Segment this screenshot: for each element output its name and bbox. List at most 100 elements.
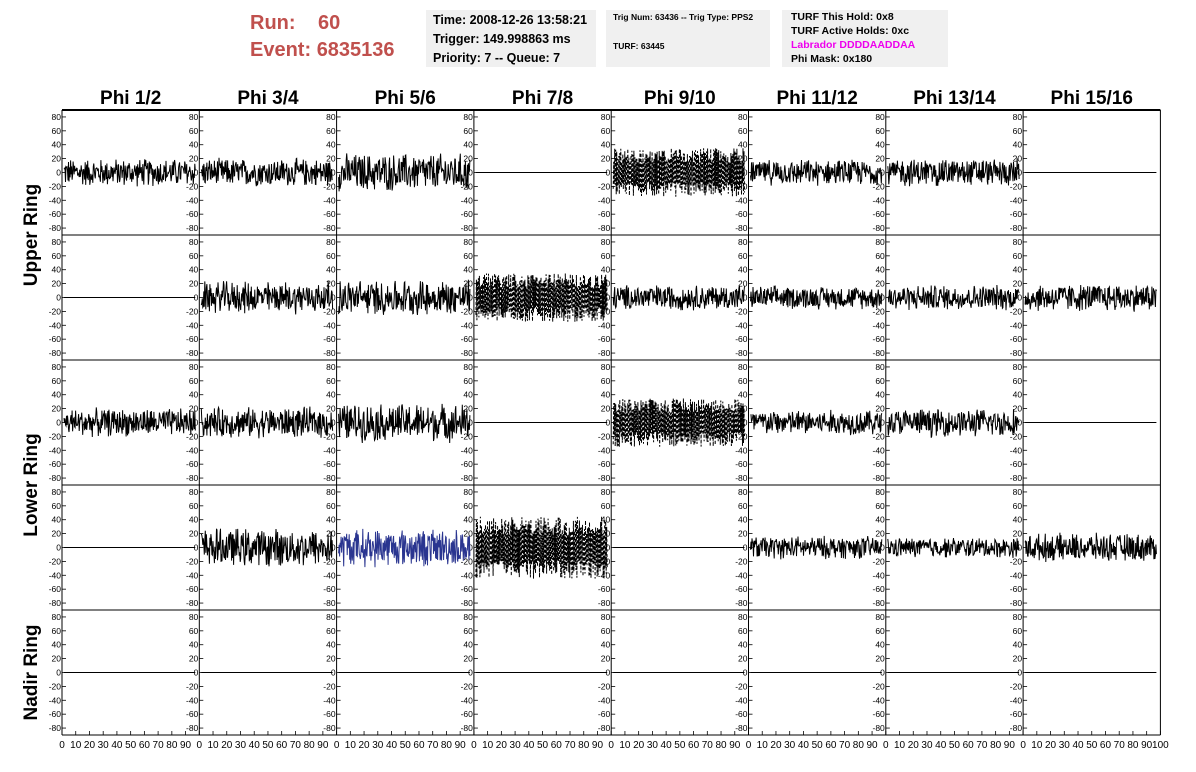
run-value: 60 [318,12,341,34]
y-tick-label: 60 [189,501,199,511]
turf-info-panel: TURF This Hold: 0x8 TURF Active Holds: 0… [782,10,948,67]
y-tick-label: -20 [735,306,748,316]
priority-text: Priority: 7 -- Queue: 7 [433,51,561,65]
y-tick-label: -40 [323,695,336,705]
y-tick-label: -40 [873,570,886,580]
x-tick-label: 10 [619,740,631,751]
x-tick-label: 90 [592,740,604,751]
x-tick-label: 0 [608,740,614,751]
x-tick-label: 80 [441,740,453,751]
y-tick-label: -20 [598,181,611,191]
y-tick-label: 20 [738,529,748,539]
y-tick-label: -40 [873,320,886,330]
y-tick-label: 80 [738,612,748,622]
y-tick-label: -60 [49,584,62,594]
y-tick-label: 40 [738,265,748,275]
x-tick-label: 70 [564,740,576,751]
x-tick-label: 80 [853,740,865,751]
y-tick-label: -20 [323,681,336,691]
x-tick-label: 60 [963,740,975,751]
y-tick-label: -40 [1010,195,1023,205]
y-tick-label: -60 [873,459,886,469]
y-tick-label: 0 [880,293,885,303]
y-tick-label: 80 [875,237,885,247]
y-tick-label: 80 [52,362,62,372]
y-tick-label: -40 [323,570,336,580]
y-tick-label: 20 [189,529,199,539]
x-tick-label: 40 [798,740,810,751]
x-tick-label: 80 [715,740,727,751]
y-tick-label: 20 [875,279,885,289]
x-tick-label: 0 [746,740,752,751]
y-tick-label: 80 [738,362,748,372]
y-tick-label: 40 [52,640,62,650]
y-tick-label: -80 [873,223,886,233]
y-tick-label: 60 [601,626,611,636]
y-tick-label: -60 [49,709,62,719]
y-tick-label: -40 [598,195,611,205]
waveform-trace [750,284,883,310]
x-tick-label: 90 [867,740,879,751]
column-title: Phi 5/6 [375,88,436,109]
y-tick-label: 20 [189,154,199,164]
y-tick-label: -40 [49,195,62,205]
y-tick-label: 80 [189,362,199,372]
y-tick-label: 0 [331,668,336,678]
y-tick-label: 0 [194,668,199,678]
y-tick-label: 80 [875,362,885,372]
y-tick-label: -80 [1010,598,1023,608]
waveform-trace [612,148,745,197]
y-tick-label: 20 [189,279,199,289]
x-tick-label: 30 [784,740,796,751]
y-tick-label: 0 [56,543,61,553]
y-tick-label: 0 [56,668,61,678]
y-tick-label: -60 [461,209,474,219]
y-tick-label: 20 [1013,654,1023,664]
y-tick-label: -80 [735,223,748,233]
time-info-panel: Time: 2008-12-26 13:58:21 Trigger: 149.9… [426,10,596,67]
y-tick-label: -20 [186,306,199,316]
y-tick-label: -20 [461,431,474,441]
x-tick-label: 10 [345,740,357,751]
y-tick-label: -60 [461,334,474,344]
event-label: Event: [250,39,312,61]
y-tick-label: -20 [323,431,336,441]
y-tick-label: 80 [875,112,885,122]
y-tick-label: -60 [323,709,336,719]
column-title: Phi 11/12 [776,88,857,109]
y-tick-label: 80 [189,112,199,122]
y-tick-label: 60 [189,626,199,636]
y-tick-label: -60 [873,209,886,219]
column-title: Phi 9/10 [644,88,716,109]
y-tick-label: -40 [1010,320,1023,330]
y-tick-label: -80 [873,598,886,608]
x-tick-label: 20 [908,740,920,751]
y-tick-label: -20 [461,556,474,566]
y-tick-label: 0 [743,543,748,553]
y-tick-label: -40 [461,320,474,330]
waveform-trace [475,273,608,322]
y-tick-label: 60 [52,626,62,636]
y-tick-label: -20 [49,306,62,316]
y-tick-label: 0 [468,418,473,428]
y-tick-label: -80 [49,723,62,733]
y-tick-label: 40 [463,265,473,275]
y-tick-label: -80 [49,223,62,233]
y-tick-label: 60 [1013,626,1023,636]
waveform-trace [750,409,883,436]
y-tick-label: 40 [326,140,336,150]
x-tick-label: 0 [334,740,340,751]
y-tick-label: 80 [601,612,611,622]
y-tick-label: -60 [1010,459,1023,469]
x-tick-label: 90 [455,740,467,751]
y-tick-label: -20 [873,306,886,316]
y-tick-label: -40 [873,695,886,705]
y-tick-label: -80 [186,223,199,233]
y-tick-label: 60 [601,251,611,261]
waveform-trace [612,285,745,311]
y-tick-label: -80 [186,473,199,483]
y-tick-label: 40 [875,265,885,275]
y-tick-label: 20 [52,279,62,289]
y-tick-label: -20 [1010,681,1023,691]
phi-mask-text: Phi Mask: 0x180 [791,53,873,65]
